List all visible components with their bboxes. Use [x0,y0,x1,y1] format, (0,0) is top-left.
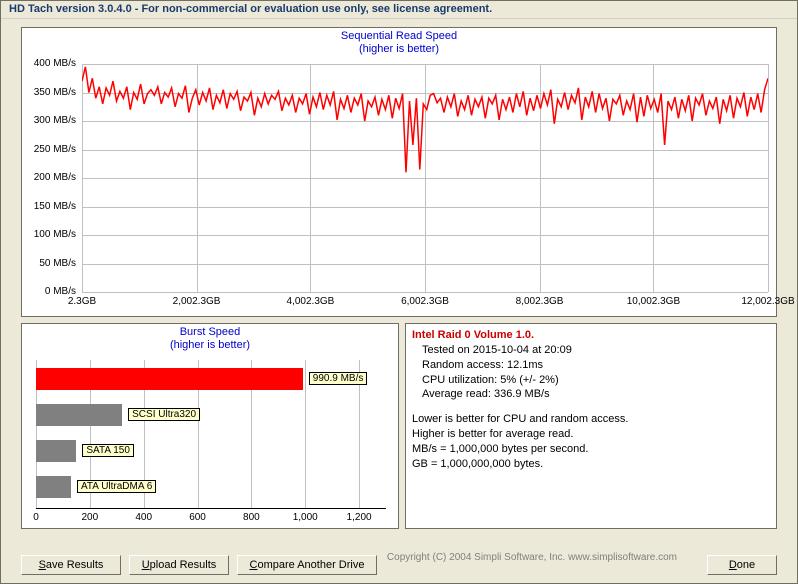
seq-chart-title: Sequential Read Speed (higher is better) [22,30,776,56]
seq-chart-y-axis: 0 MB/s50 MB/s100 MB/s150 MB/s200 MB/s250… [22,64,82,292]
burst-xtick-label: 0 [33,512,39,523]
info-device-name: Intel Raid 0 Volume 1.0. [412,328,770,343]
burst-title-line1: Burst Speed [180,326,241,338]
burst-bar [36,368,303,390]
seq-xtick-label: 2,002.3GB [173,296,221,307]
done-button[interactable]: Done [707,555,777,575]
info-note-4: GB = 1,000,000,000 bytes. [412,457,770,472]
info-panel: Intel Raid 0 Volume 1.0. Tested on 2015-… [405,323,777,529]
seq-xtick-label: 10,002.3GB [627,296,680,307]
info-cpu: CPU utilization: 5% (+/- 2%) [412,373,770,388]
seq-ytick-label: 200 MB/s [28,172,76,183]
seq-xtick-label: 4,002.3GB [287,296,335,307]
window-title: HD Tach version 3.0.4.0 - For non-commer… [9,3,492,15]
seq-ytick-label: 400 MB/s [28,58,76,69]
burst-chart-x-axis: 0 200 400 600 800 1,000 1,200 [36,510,386,526]
compare-drive-button[interactable]: Compare Another Drive [237,555,377,575]
seq-ytick-label: 100 MB/s [28,229,76,240]
seq-ytick-label: 250 MB/s [28,144,76,155]
seq-xtick-label: 8,002.3GB [516,296,564,307]
seq-chart-plot-area [82,64,768,292]
burst-xtick-label: 800 [243,512,260,523]
burst-title-line2: (higher is better) [170,339,250,351]
burst-speed-panel: Burst Speed (higher is better) 990.9 MB/… [21,323,399,529]
burst-bar-label: SCSI Ultra320 [128,408,200,421]
seq-xtick-label: 2.3GB [68,296,96,307]
seq-xtick-label: 6,002.3GB [401,296,449,307]
main-window: HD Tach version 3.0.4.0 - For non-commer… [0,0,798,584]
seq-title-line1: Sequential Read Speed [341,30,457,42]
seq-chart-line [82,64,768,292]
burst-chart-title: Burst Speed (higher is better) [22,326,398,352]
seq-chart-x-axis: 2.3GB2,002.3GB4,002.3GB6,002.3GB8,002.3G… [82,294,768,314]
save-results-button[interactable]: Save Results [21,555,121,575]
upload-results-button[interactable]: Upload Results [129,555,229,575]
seq-title-line2: (higher is better) [359,43,439,55]
info-random-access: Random access: 12.1ms [412,358,770,373]
sequential-read-panel: Sequential Read Speed (higher is better)… [21,27,777,317]
info-note-2: Higher is better for average read. [412,427,770,442]
seq-ytick-label: 50 MB/s [28,258,76,269]
burst-chart-plot-area: 990.9 MB/s SCSI Ultra320 SATA 150 ATA Ultra… [36,360,386,508]
burst-bar [36,404,122,426]
spacer [412,402,770,412]
burst-xtick-label: 400 [135,512,152,523]
info-note-1: Lower is better for CPU and random acces… [412,412,770,427]
info-note-3: MB/s = 1,000,000 bytes per second. [412,442,770,457]
seq-xtick-label: 12,002.3GB [741,296,794,307]
title-bar: HD Tach version 3.0.4.0 - For non-commer… [1,1,797,19]
info-avg-read: Average read: 336.9 MB/s [412,387,770,402]
button-bar: Save Results Upload Results Compare Anot… [21,555,777,575]
burst-xtick-label: 1,000 [293,512,318,523]
seq-ytick-label: 350 MB/s [28,87,76,98]
copyright-text: Copyright (C) 2004 Simpli Software, Inc.… [387,552,677,563]
burst-bar [36,440,76,462]
info-tested: Tested on 2015-10-04 at 20:09 [412,343,770,358]
burst-bar-label: SATA 150 [82,444,134,457]
seq-ytick-label: 300 MB/s [28,115,76,126]
seq-ytick-label: 150 MB/s [28,201,76,212]
burst-bar-label: ATA UltraDMA 6 [77,480,156,493]
burst-xtick-label: 600 [189,512,206,523]
burst-xtick-label: 200 [82,512,99,523]
burst-bar [36,476,71,498]
burst-bar-label: 990.9 MB/s [309,372,368,385]
burst-xtick-label: 1,200 [347,512,372,523]
